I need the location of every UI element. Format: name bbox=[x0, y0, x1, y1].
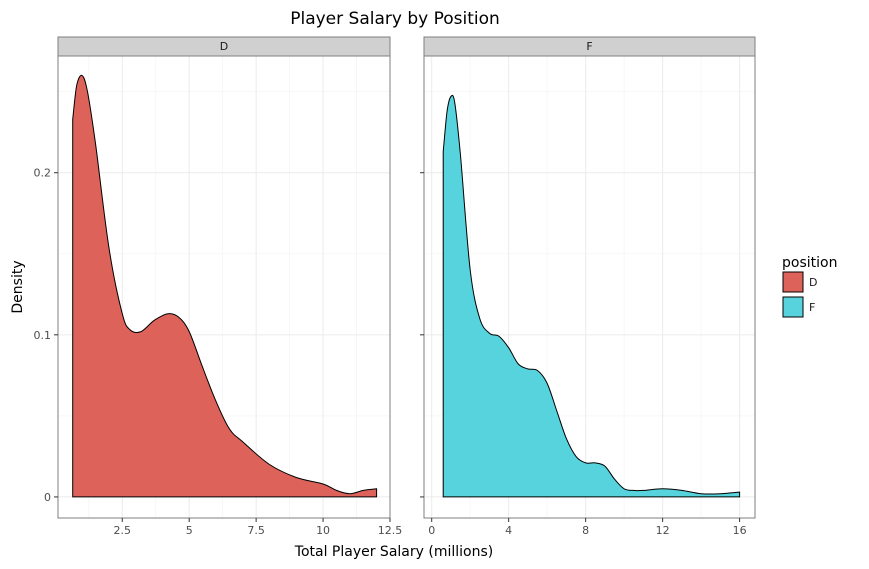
x-tick-label: 7.5 bbox=[247, 524, 265, 537]
legend-label: D bbox=[809, 276, 817, 289]
x-tick-label: 12 bbox=[656, 524, 670, 537]
density-area-d bbox=[72, 74, 378, 498]
legend-title: position bbox=[782, 255, 837, 271]
legend-key-f bbox=[782, 296, 804, 318]
x-tick-label: 16 bbox=[733, 524, 747, 537]
legend: position DF bbox=[782, 255, 837, 318]
y-axis: 0 0.1 0.2 bbox=[34, 167, 52, 504]
x-tick-label: 12.5 bbox=[378, 524, 403, 537]
facet-strip bbox=[423, 36, 756, 57]
chart-title: Player Salary by Position bbox=[290, 9, 500, 29]
facet-strip-label: D bbox=[220, 40, 228, 53]
x-tick-label: 5 bbox=[186, 524, 193, 537]
x-axis-title: Total Player Salary (millions) bbox=[294, 544, 493, 560]
facet-strip bbox=[57, 36, 391, 57]
facet-strip-label: F bbox=[586, 40, 592, 53]
panel-f: F 0 4 8 12 16 bbox=[420, 36, 756, 537]
x-tick-label: 2.5 bbox=[114, 524, 132, 537]
legend-key-d bbox=[782, 271, 804, 293]
x-tick-label: 8 bbox=[582, 524, 589, 537]
density-area-f bbox=[442, 94, 741, 498]
x-tick-label: 10 bbox=[316, 524, 330, 537]
y-axis-title: Density bbox=[10, 260, 26, 313]
y-tick-label: 0.2 bbox=[34, 167, 52, 180]
y-tick-label: 0.1 bbox=[34, 329, 52, 342]
legend-label: F bbox=[809, 301, 815, 314]
x-tick-label: 4 bbox=[505, 524, 512, 537]
y-tick-label: 0 bbox=[44, 491, 51, 504]
panel-d: D 2.5 5 7.5 10 12.5 bbox=[54, 36, 403, 537]
x-tick-label: 0 bbox=[428, 524, 435, 537]
